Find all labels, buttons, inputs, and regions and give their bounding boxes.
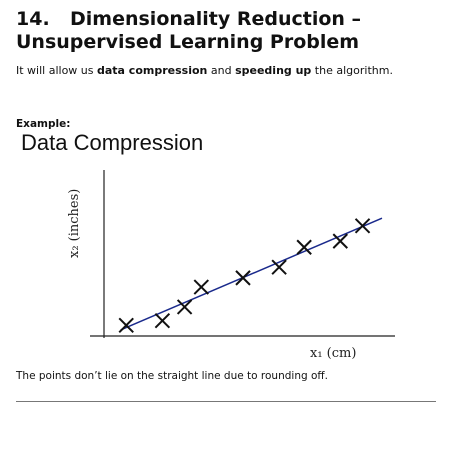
heading-line-1: 14. Dimensionality Reduction – — [16, 8, 361, 31]
chart-title: Data Compression — [21, 130, 204, 155]
heading-line-2: Unsupervised Learning Problem — [16, 31, 360, 53]
data-point — [235, 270, 251, 286]
data-point — [332, 233, 349, 249]
example-label: Example: — [16, 118, 71, 130]
y-axis-label: x₂ (inches) — [67, 189, 82, 258]
data-point — [154, 312, 171, 329]
intro-bold-1: data compression — [97, 64, 208, 77]
section-heading: 14. Dimensionality Reduction – Unsupervis… — [16, 8, 361, 54]
intro-text-3: the algorithm. — [311, 64, 393, 77]
heading-title-1: Dimensionality Reduction – — [70, 8, 362, 30]
intro-paragraph: It will allow us data compression and sp… — [16, 63, 436, 79]
data-point — [271, 259, 287, 275]
caption-text: The points don’t lie on the straight lin… — [16, 370, 328, 382]
x-axis-label: x₁ (cm) — [310, 346, 356, 361]
intro-bold-2: speeding up — [235, 64, 312, 77]
data-point — [176, 299, 193, 315]
section-number: 14. — [16, 8, 50, 30]
data-point — [296, 239, 312, 255]
data-point — [118, 317, 134, 333]
intro-text-2: and — [207, 64, 236, 77]
data-point — [193, 279, 210, 295]
intro-text-1: It will allow us — [16, 64, 97, 77]
horizontal-rule — [16, 401, 436, 402]
data-point — [354, 218, 371, 234]
fit-line — [120, 217, 383, 331]
